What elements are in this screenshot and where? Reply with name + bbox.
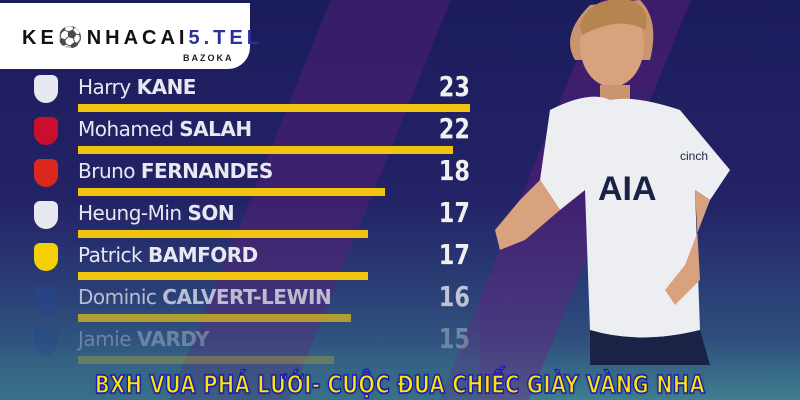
goal-count: 17: [438, 238, 470, 271]
site-logo: KE⚽NHACAI5.TEL BAZOKA: [0, 3, 259, 69]
club-crest-icon: [34, 243, 58, 271]
sleeve-sponsor: cinch: [680, 149, 708, 163]
last-name: BAMFORD: [147, 243, 258, 267]
goal-count: 23: [438, 70, 470, 103]
first-name: Mohamed: [78, 117, 174, 141]
player-photo: AIA cinch: [495, 0, 730, 365]
first-name: Patrick: [78, 243, 143, 267]
club-crest-icon: [34, 201, 58, 229]
scorer-row: Harry KANE 23: [30, 70, 480, 113]
scorer-row: Patrick BAMFORD 17: [30, 238, 480, 281]
logo-accent: 5.TEL: [188, 27, 263, 49]
logo-mid: NHACAI: [86, 27, 189, 49]
last-name: SALAH: [179, 117, 252, 141]
goal-bar: [78, 230, 368, 238]
first-name: Bruno: [78, 159, 136, 183]
last-name: SON: [187, 201, 235, 225]
goal-bar: [78, 272, 368, 280]
club-crest-icon: [34, 75, 58, 103]
goal-bar: [78, 146, 453, 154]
goal-count: 18: [438, 154, 470, 187]
first-name: Heung-Min: [78, 201, 182, 225]
player-name: Harry KANE: [78, 75, 196, 99]
club-crest-icon: [34, 159, 58, 187]
scorer-row: Mohamed SALAH 22: [30, 112, 480, 155]
bottom-fade: [0, 300, 480, 400]
player-name: Patrick BAMFORD: [78, 243, 258, 267]
logo-prefix: KE: [22, 27, 58, 49]
logo-ball-icon: ⚽: [57, 27, 87, 49]
goal-bar: [78, 104, 470, 112]
player-name: Mohamed SALAH: [78, 117, 252, 141]
club-crest-icon: [34, 117, 58, 145]
goal-count: 22: [438, 112, 470, 145]
logo-subtitle: BAZOKA: [183, 53, 234, 63]
first-name: Harry: [78, 75, 131, 99]
last-name: FERNANDES: [140, 159, 273, 183]
headline: BXH VUA PHÁ LƯỚI- CUỘC ĐUA CHIẾC GIÀY VÀ…: [94, 370, 706, 400]
last-name: KANE: [136, 75, 197, 99]
player-name: Heung-Min SON: [78, 201, 235, 225]
shirt-sponsor: AIA: [598, 170, 657, 208]
goal-bar: [78, 188, 385, 196]
scorer-row: Bruno FERNANDES 18: [30, 154, 480, 197]
scorer-row: Heung-Min SON 17: [30, 196, 480, 239]
player-name: Bruno FERNANDES: [78, 159, 273, 183]
goal-count: 17: [438, 196, 470, 229]
